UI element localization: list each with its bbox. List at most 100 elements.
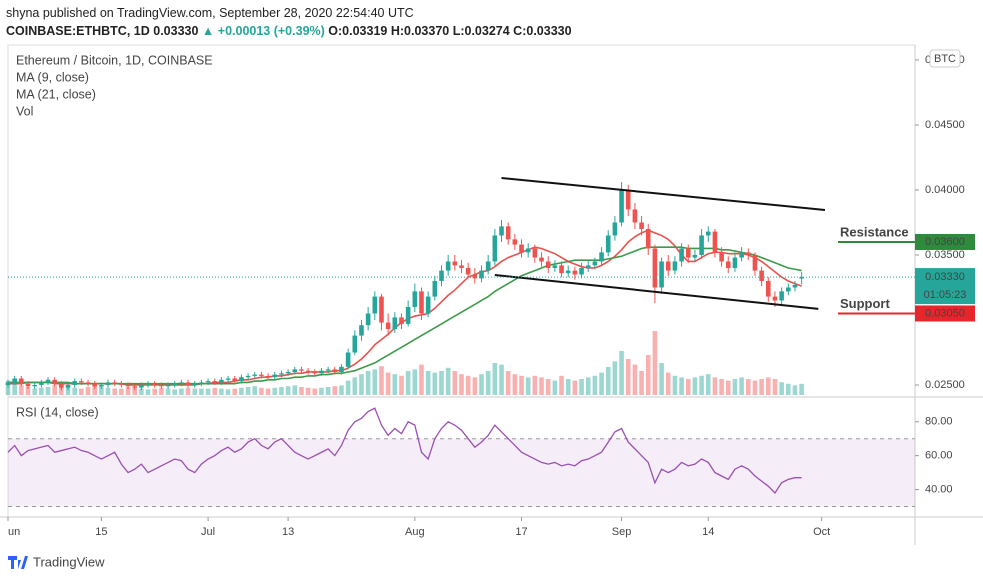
volume-bar xyxy=(405,371,411,395)
last-price-label: 0.03330 xyxy=(925,271,965,283)
volume-bar xyxy=(565,379,571,395)
volume-bar xyxy=(632,364,638,395)
candle-body xyxy=(65,384,71,388)
candle-body xyxy=(299,369,304,371)
volume-bar xyxy=(772,379,778,395)
candle-body xyxy=(499,226,504,236)
currency-label: BTC xyxy=(934,53,956,65)
candle-body xyxy=(292,369,298,372)
volume-bar xyxy=(72,387,77,395)
quote-line: COINBASE:ETHBTC, 1D 0.03330 ▲ +0.00013 (… xyxy=(6,22,572,40)
candle-body xyxy=(692,254,698,258)
volume-bar xyxy=(439,371,444,395)
candle-body xyxy=(165,384,171,387)
volume-bar xyxy=(352,377,358,395)
candle-body xyxy=(625,189,631,210)
candle-body xyxy=(599,252,604,262)
volume-bar xyxy=(552,380,558,395)
candle-body xyxy=(39,382,44,385)
volume-bar xyxy=(705,374,711,395)
candle-body xyxy=(459,265,464,268)
volume-bar xyxy=(45,387,51,395)
volume-bar xyxy=(799,383,804,395)
last-price: 0.03330 xyxy=(153,24,199,38)
legend-entry: MA (9, close) xyxy=(16,70,89,84)
candle-body xyxy=(245,375,251,378)
volume-bar xyxy=(639,371,644,395)
volume-bar xyxy=(765,377,771,395)
candle-body xyxy=(52,379,57,384)
symbol: COINBASE:ETHBTC, 1D xyxy=(6,24,150,38)
volume-bar xyxy=(299,387,304,395)
x-tick-label: 17 xyxy=(515,526,527,538)
annotation: Resistance xyxy=(840,224,909,239)
volume-bar xyxy=(492,363,498,395)
candle-body xyxy=(239,377,244,382)
volume-bar xyxy=(245,387,251,395)
rsi-band xyxy=(8,438,915,507)
candle-body xyxy=(759,270,764,281)
candle-body xyxy=(125,384,131,387)
volume-bar xyxy=(479,374,484,395)
volume-bar xyxy=(752,380,758,395)
candle-body xyxy=(519,244,524,253)
volume-bar xyxy=(12,383,17,395)
volume-bar xyxy=(665,372,671,395)
candle-body xyxy=(439,270,444,281)
volume-bar xyxy=(219,388,224,395)
candle-body xyxy=(772,296,778,301)
volume-bar xyxy=(205,388,211,395)
volume-bar xyxy=(32,388,37,395)
candle-body xyxy=(659,261,664,288)
volume-bar xyxy=(519,375,524,395)
volume-bar xyxy=(525,377,531,395)
candle-body xyxy=(119,383,124,385)
volume-bar xyxy=(659,363,664,395)
candle-body xyxy=(32,384,37,387)
candle-body xyxy=(552,265,558,268)
volume-bar xyxy=(465,375,471,395)
candle-body xyxy=(152,383,158,385)
volume-bar xyxy=(512,374,518,395)
volume-bar xyxy=(685,379,691,395)
y-tick-label: 0.03500 xyxy=(925,249,965,261)
legend-entry: MA (21, close) xyxy=(16,87,96,101)
volume-bar xyxy=(25,387,31,395)
volume-bar xyxy=(592,375,598,395)
candle-body xyxy=(372,296,378,314)
candle-body xyxy=(172,383,178,385)
x-tick-label: 14 xyxy=(702,526,714,538)
candle-body xyxy=(765,280,771,297)
volume-bar xyxy=(19,385,24,395)
candle-body xyxy=(219,379,224,383)
candle-body xyxy=(305,370,311,372)
candle-body xyxy=(399,317,404,324)
rsi-title: RSI (14, close) xyxy=(16,405,99,419)
volume-bar xyxy=(79,388,84,395)
volume-bar xyxy=(372,369,378,395)
logo-text: TradingView xyxy=(33,554,105,569)
candle-body xyxy=(705,231,711,236)
volume-bar xyxy=(539,377,544,395)
volume-bar xyxy=(585,377,591,395)
currency-badge xyxy=(929,49,961,68)
volume-bar xyxy=(599,372,604,395)
volume-bar xyxy=(172,389,178,395)
volume-bar xyxy=(759,379,764,395)
candle-body xyxy=(479,270,484,279)
volume-bar xyxy=(719,379,724,395)
volume-bar xyxy=(532,375,538,395)
volume-bar xyxy=(392,374,398,395)
candle-body xyxy=(319,370,324,374)
level-label: 0.03050 xyxy=(925,307,965,319)
byline: shyna published on TradingView.com, Sept… xyxy=(6,6,414,20)
rsi-line xyxy=(7,407,802,494)
volume-bar xyxy=(485,371,491,395)
candle-body xyxy=(159,384,164,387)
volume-bar xyxy=(412,369,418,395)
volume-bar xyxy=(232,388,238,395)
candle-body xyxy=(5,382,11,385)
y-tick-label: 0.04000 xyxy=(925,184,965,196)
candle-body xyxy=(612,222,618,236)
